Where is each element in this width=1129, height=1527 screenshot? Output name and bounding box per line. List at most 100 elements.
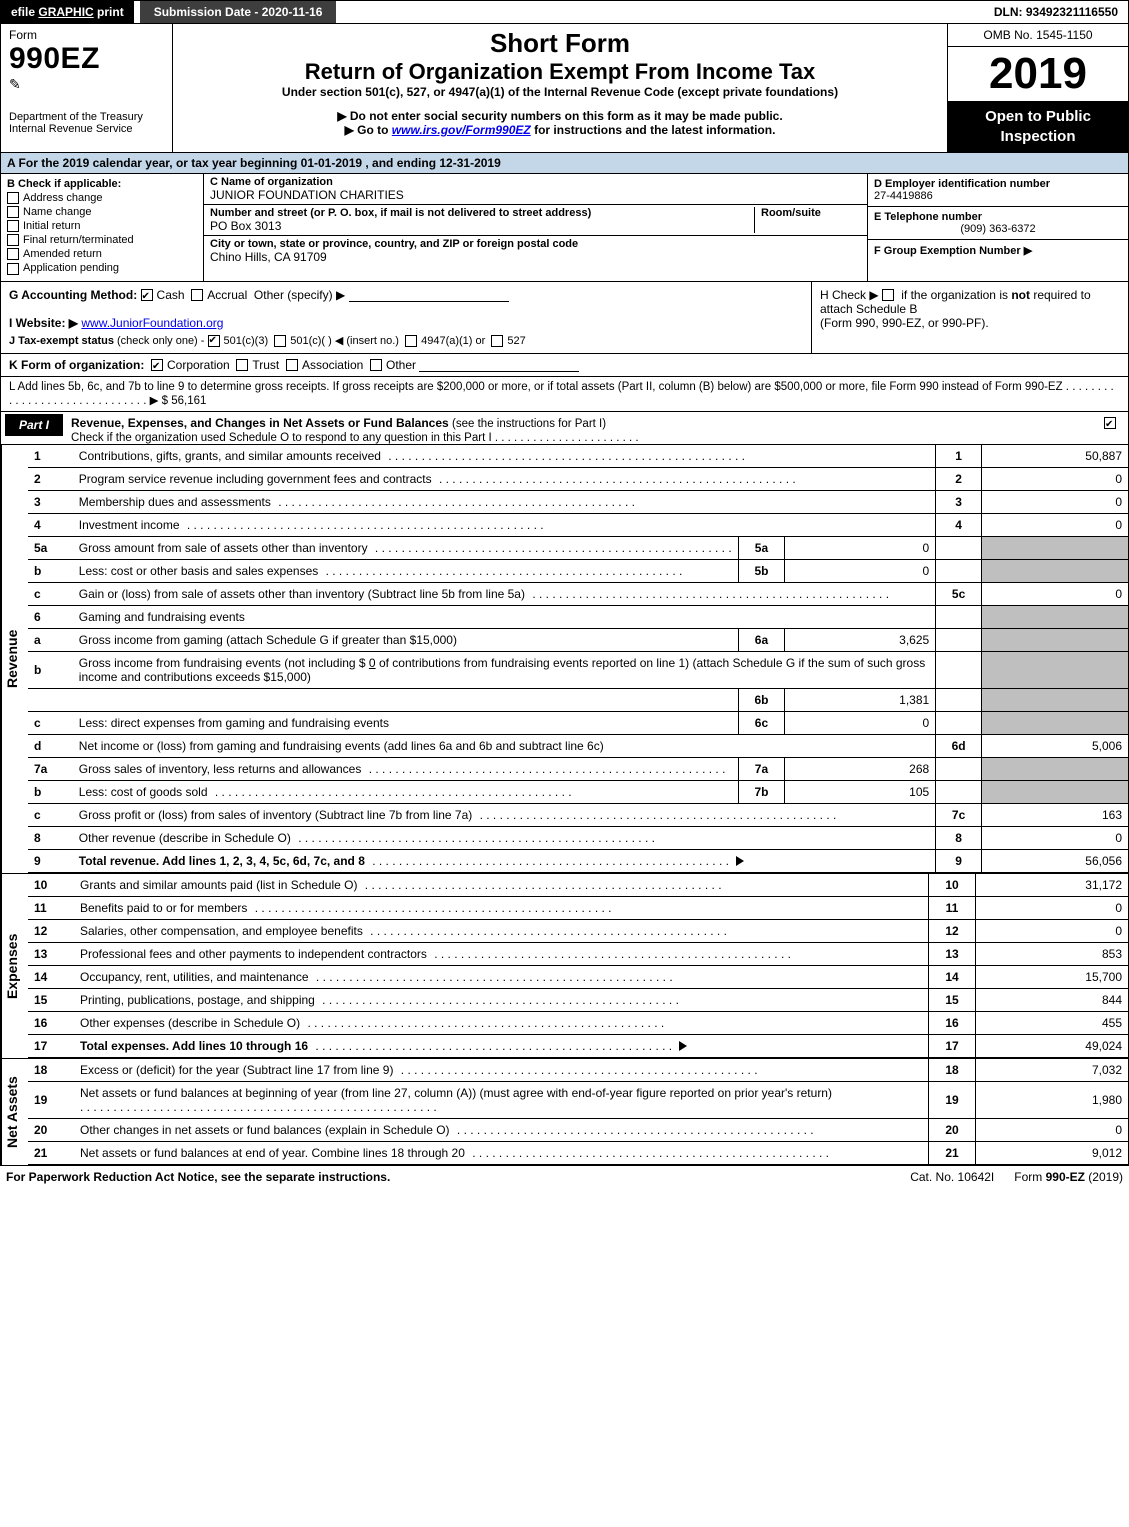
- line-9: 9 Total revenue. Add lines 1, 2, 3, 4, 5…: [28, 849, 1128, 872]
- graphic-link[interactable]: GRAPHIC: [38, 5, 93, 19]
- room-label: Room/suite: [761, 207, 861, 219]
- part-1-sub: Check if the organization used Schedule …: [71, 432, 639, 444]
- k-label: K Form of organization:: [9, 358, 144, 372]
- net-assets-section: Net Assets 18 Excess or (deficit) for th…: [0, 1059, 1129, 1165]
- city-state-zip: Chino Hills, CA 91709: [210, 250, 861, 264]
- part-1-tab: Part I: [5, 414, 63, 436]
- irs-label: Internal Revenue Service: [9, 123, 164, 135]
- line-7b: b Less: cost of goods sold 7b 105: [28, 780, 1128, 803]
- org-name-label: C Name of organization: [210, 176, 861, 188]
- line-6b: b Gross income from fundraising events (…: [28, 651, 1128, 688]
- g-label: G Accounting Method:: [9, 288, 137, 302]
- line-19: 19 Net assets or fund balances at beginn…: [28, 1081, 1128, 1118]
- check-501c[interactable]: [274, 335, 286, 347]
- box-b-title: B Check if applicable:: [7, 178, 197, 190]
- h-text4: (Form 990, 990-EZ, or 990-PF).: [820, 316, 989, 330]
- irs-link[interactable]: www.irs.gov/Form990EZ: [392, 123, 531, 137]
- check-initial-return[interactable]: Initial return: [7, 220, 197, 232]
- h-text1: H Check ▶: [820, 288, 882, 302]
- line-6a: a Gross income from gaming (attach Sched…: [28, 628, 1128, 651]
- line-5c: c Gain or (loss) from sale of assets oth…: [28, 582, 1128, 605]
- line-16: 16 Other expenses (describe in Schedule …: [28, 1011, 1128, 1034]
- j-label: J Tax-exempt status: [9, 335, 114, 347]
- form-word: Form: [9, 28, 164, 42]
- check-other-org[interactable]: [370, 359, 382, 371]
- part-1-checkbox[interactable]: [1096, 412, 1128, 434]
- paperwork-notice: For Paperwork Reduction Act Notice, see …: [6, 1170, 890, 1184]
- check-amended-return[interactable]: Amended return: [7, 248, 197, 260]
- revenue-label: Revenue: [1, 445, 28, 873]
- check-501c3[interactable]: [208, 335, 220, 347]
- check-application-pending[interactable]: Application pending: [7, 262, 197, 274]
- line-6b-val: 6b 1,381: [28, 688, 1128, 711]
- line-j: J Tax-exempt status (check only one) - 5…: [9, 334, 803, 347]
- line-8: 8 Other revenue (describe in Schedule O)…: [28, 826, 1128, 849]
- line-5b: b Less: cost or other basis and sales ex…: [28, 559, 1128, 582]
- website-link[interactable]: www.JuniorFoundation.org: [81, 316, 223, 330]
- line-17: 17 Total expenses. Add lines 10 through …: [28, 1034, 1128, 1057]
- city-label: City or town, state or province, country…: [210, 238, 861, 250]
- check-address-change[interactable]: Address change: [7, 192, 197, 204]
- revenue-table: 1 Contributions, gifts, grants, and simi…: [28, 445, 1128, 873]
- line-6d: d Net income or (loss) from gaming and f…: [28, 734, 1128, 757]
- line-21: 21 Net assets or fund balances at end of…: [28, 1141, 1128, 1164]
- return-title: Return of Organization Exempt From Incom…: [179, 59, 941, 85]
- part-1-header: Part I Revenue, Expenses, and Changes in…: [0, 412, 1129, 445]
- check-name-change[interactable]: Name change: [7, 206, 197, 218]
- line-11: 11 Benefits paid to or for members 11 0: [28, 896, 1128, 919]
- line-3: 3 Membership dues and assessments 3 0: [28, 490, 1128, 513]
- ein-value: 27-4419886: [874, 190, 1122, 202]
- check-trust[interactable]: [236, 359, 248, 371]
- expenses-section: Expenses 10 Grants and similar amounts p…: [0, 874, 1129, 1059]
- line-g: G Accounting Method: Cash Accrual Other …: [9, 288, 803, 302]
- goto-line: ▶ Go to www.irs.gov/Form990EZ for instru…: [179, 123, 941, 137]
- check-final-return[interactable]: Final return/terminated: [7, 234, 197, 246]
- other-specify-input[interactable]: [349, 288, 509, 302]
- dept-treasury: Department of the Treasury: [9, 111, 164, 123]
- goto-pre: ▶ Go to: [345, 123, 392, 137]
- tax-year: 2019: [948, 47, 1128, 101]
- entity-box: B Check if applicable: Address change Na…: [0, 174, 1129, 282]
- box-b: B Check if applicable: Address change Na…: [1, 174, 204, 281]
- check-corporation[interactable]: [151, 359, 163, 371]
- line-10: 10 Grants and similar amounts paid (list…: [28, 874, 1128, 897]
- line-5a: 5a Gross amount from sale of assets othe…: [28, 536, 1128, 559]
- line-18: 18 Excess or (deficit) for the year (Sub…: [28, 1059, 1128, 1082]
- group-exemption-label: F Group Exemption Number ▶: [874, 244, 1122, 257]
- efile-label: efile GRAPHIC print: [1, 1, 134, 23]
- print-text: print: [94, 5, 124, 19]
- address-label: Number and street (or P. O. box, if mail…: [210, 207, 748, 219]
- ssn-warning: ▶ Do not enter social security numbers o…: [179, 109, 941, 123]
- subtitle: Under section 501(c), 527, or 4947(a)(1)…: [179, 85, 941, 99]
- line-6: 6 Gaming and fundraising events: [28, 605, 1128, 628]
- check-cash[interactable]: [141, 289, 153, 301]
- line-7c: c Gross profit or (loss) from sales of i…: [28, 803, 1128, 826]
- check-accrual[interactable]: [191, 289, 203, 301]
- h-not: not: [1011, 288, 1030, 302]
- check-527[interactable]: [491, 335, 503, 347]
- goto-post: for instructions and the latest informat…: [531, 123, 776, 137]
- line-12: 12 Salaries, other compensation, and emp…: [28, 919, 1128, 942]
- check-schedule-b[interactable]: [882, 289, 894, 301]
- line-20: 20 Other changes in net assets or fund b…: [28, 1118, 1128, 1141]
- line-7a: 7a Gross sales of inventory, less return…: [28, 757, 1128, 780]
- open-public: Open to Public Inspection: [948, 101, 1128, 152]
- box-c: C Name of organization JUNIOR FOUNDATION…: [204, 174, 867, 281]
- header-right: OMB No. 1545-1150 2019 Open to Public In…: [948, 24, 1128, 152]
- h-text2: if the organization is: [898, 288, 1011, 302]
- tax-year-row: A For the 2019 calendar year, or tax yea…: [0, 153, 1129, 174]
- form-header: Form 990EZ ✎ Department of the Treasury …: [0, 24, 1129, 153]
- short-form-title: Short Form: [179, 28, 941, 59]
- check-association[interactable]: [286, 359, 298, 371]
- header-mid: Short Form Return of Organization Exempt…: [173, 24, 948, 152]
- form-number: 990EZ: [9, 42, 164, 76]
- net-assets-table: 18 Excess or (deficit) for the year (Sub…: [28, 1059, 1128, 1165]
- check-4947[interactable]: [405, 335, 417, 347]
- boxes-def: D Employer identification number 27-4419…: [867, 174, 1128, 281]
- line-6c: c Less: direct expenses from gaming and …: [28, 711, 1128, 734]
- page-footer: For Paperwork Reduction Act Notice, see …: [0, 1165, 1129, 1188]
- expenses-label: Expenses: [1, 874, 28, 1058]
- efile-text: efile: [11, 5, 38, 19]
- line-i: I Website: ▶ www.JuniorFoundation.org: [9, 316, 803, 330]
- other-org-input[interactable]: [419, 358, 579, 372]
